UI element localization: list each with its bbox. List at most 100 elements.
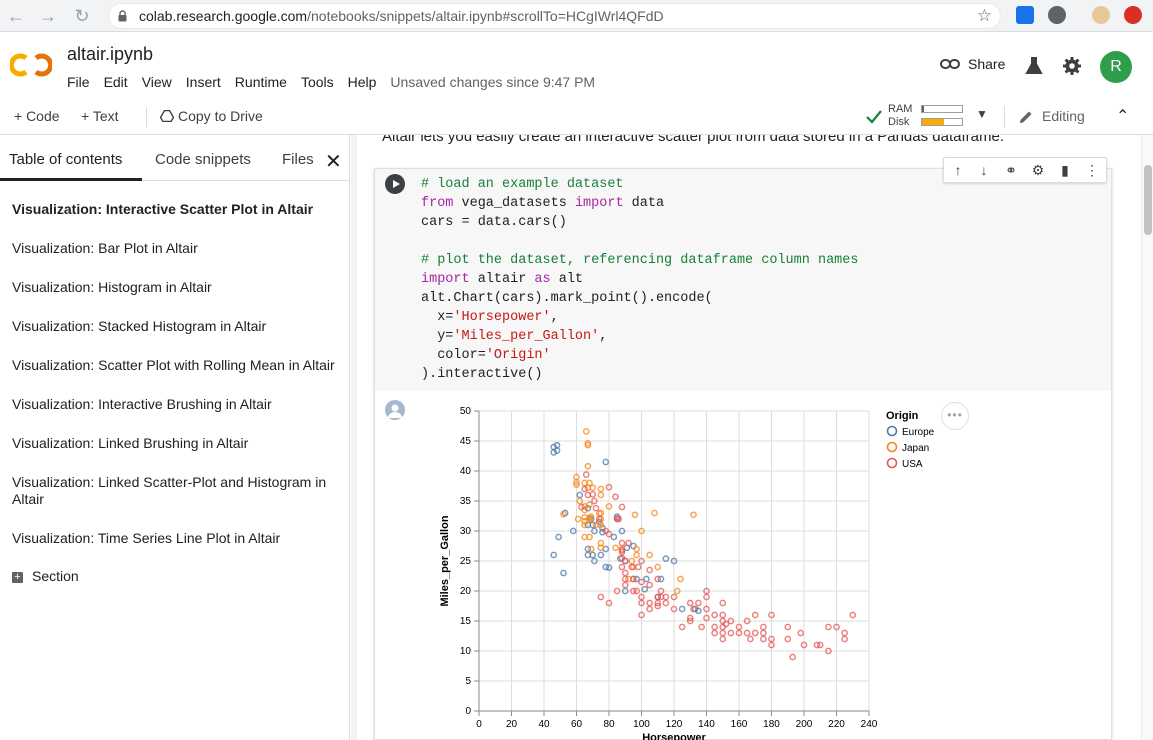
collapse-header-icon[interactable]: ⌃ [1116, 108, 1130, 125]
copy-to-drive-button[interactable]: Copy to Drive [159, 108, 263, 124]
data-point [597, 509, 605, 517]
data-point [654, 593, 662, 601]
tab-table-of-contents[interactable]: Table of contents [9, 151, 123, 168]
share-button[interactable]: Share [940, 56, 1005, 72]
code-text[interactable]: # load an example dataset from vega_data… [421, 177, 859, 382]
run-cell-button[interactable] [385, 174, 405, 194]
toc-item[interactable]: Visualization: Interactive Brushing in A… [12, 396, 272, 412]
menu-edit[interactable]: Edit [103, 74, 128, 90]
notebook-title[interactable]: altair.ipynb [67, 44, 154, 64]
scatter-chart[interactable]: 0 20 40 60 80 100 120 140 160 180 200 220 240 0 5 10 15 2… [415, 401, 955, 740]
menu-view[interactable]: View [141, 74, 172, 90]
link-cell-icon[interactable]: ⚭ [1005, 162, 1017, 178]
update-icon[interactable] [1124, 6, 1142, 24]
data-point [638, 527, 645, 535]
extension-s-icon[interactable] [1016, 6, 1034, 24]
chart-actions-button[interactable]: ••• [941, 402, 969, 430]
flask-icon[interactable] [1024, 56, 1044, 76]
delete-cell-icon[interactable]: ▮ [1061, 162, 1069, 178]
x-tick-label: 120 [666, 719, 683, 730]
toc-item[interactable]: Visualization: Bar Plot in Altair [12, 240, 198, 256]
more-options-icon[interactable]: ⋮ [1085, 162, 1099, 178]
data-point [578, 503, 585, 511]
data-point [573, 479, 580, 486]
data-point [602, 563, 610, 571]
data-point [560, 569, 567, 577]
menu-runtime[interactable]: Runtime [234, 74, 287, 90]
unsaved-status[interactable]: Unsaved changes since 9:47 PM [390, 74, 596, 90]
cell-settings-icon[interactable]: ⚙ [1031, 162, 1045, 178]
address-bar[interactable]: colab.research.google.com/notebooks/snip… [108, 3, 1001, 29]
data-point [621, 557, 629, 565]
menu-insert[interactable]: Insert [185, 74, 221, 90]
toc-item[interactable]: Visualization: Linked Brushing in Altair [12, 435, 249, 451]
legend-label: Japan [902, 443, 929, 454]
x-tick-label: 100 [633, 719, 650, 730]
disk-label: Disk [888, 116, 910, 128]
output-avatar-icon[interactable] [385, 400, 405, 420]
move-up-icon[interactable]: ↑ [954, 162, 962, 178]
data-point [654, 563, 662, 571]
data-point [751, 629, 759, 637]
scrollbar-thumb[interactable] [1144, 165, 1152, 235]
data-point [633, 575, 640, 583]
toc-item[interactable]: Visualization: Linked Scatter-Plot and H… [12, 474, 327, 507]
resource-labels[interactable]: RAM Disk [888, 103, 912, 129]
data-point [646, 581, 653, 589]
add-section-label[interactable]: Section [32, 568, 79, 584]
data-point [597, 551, 605, 559]
data-point [722, 620, 730, 628]
main-scrollbar[interactable] [1141, 135, 1153, 740]
data-point [605, 503, 613, 510]
resources-dropdown-icon[interactable]: ▼ [976, 107, 988, 121]
data-point [743, 629, 751, 637]
data-point [654, 575, 662, 583]
user-avatar[interactable]: R [1100, 51, 1132, 83]
code-editor[interactable]: # load an example dataset from vega_data… [375, 169, 1111, 391]
data-point [678, 623, 686, 631]
data-point [597, 485, 605, 493]
toc-item[interactable]: Visualization: Time Series Line Plot in … [12, 530, 281, 546]
data-point [638, 578, 645, 586]
add-text-button[interactable]: + Text [81, 108, 119, 124]
move-down-icon[interactable]: ↓ [980, 162, 988, 178]
add-code-button[interactable]: + Code [14, 108, 60, 124]
data-point [760, 635, 767, 643]
tab-code-snippets[interactable]: Code snippets [155, 151, 251, 168]
y-tick-label: 35 [460, 496, 472, 507]
menu-help[interactable]: Help [347, 74, 377, 90]
profile-avatar-icon[interactable] [1092, 6, 1110, 24]
back-icon[interactable]: ← [7, 6, 25, 26]
data-point [589, 551, 597, 559]
tab-files[interactable]: Files [282, 151, 314, 168]
bookmark-star-icon[interactable]: ☆ [976, 6, 992, 25]
toc-item[interactable]: Visualization: Histogram in Altair [12, 279, 212, 295]
sidebar-resize-handle[interactable] [351, 135, 357, 740]
data-point [816, 641, 824, 649]
extension-circle-icon[interactable] [1048, 6, 1066, 24]
data-point [618, 503, 626, 511]
data-point [581, 485, 588, 493]
data-point [638, 611, 645, 619]
data-point [735, 623, 743, 631]
x-tick-label: 140 [698, 719, 715, 730]
data-point [618, 563, 626, 571]
colab-logo-icon[interactable] [10, 50, 52, 80]
connected-check-icon [866, 110, 882, 124]
code-cell[interactable]: # load an example dataset from vega_data… [374, 157, 1112, 740]
add-section-icon[interactable]: + [12, 572, 23, 583]
settings-gear-icon[interactable] [1062, 56, 1082, 76]
toc-item[interactable]: Visualization: Scatter Plot with Rolling… [12, 357, 335, 373]
data-point [597, 593, 605, 601]
menu-tools[interactable]: Tools [300, 74, 334, 90]
data-point [581, 521, 588, 529]
toc-item[interactable]: Visualization: Stacked Histogram in Alta… [12, 318, 267, 334]
data-point [751, 611, 759, 619]
reload-icon[interactable]: ↻ [74, 6, 90, 26]
editing-mode-label[interactable]: Editing [1042, 108, 1085, 124]
menu-file[interactable]: File [67, 74, 90, 90]
toc-item[interactable]: Visualization: Interactive Scatter Plot … [12, 201, 314, 217]
forward-icon[interactable]: → [39, 6, 57, 26]
close-sidebar-icon[interactable]: ✕ [325, 151, 342, 173]
legend-label: Europe [902, 427, 935, 438]
